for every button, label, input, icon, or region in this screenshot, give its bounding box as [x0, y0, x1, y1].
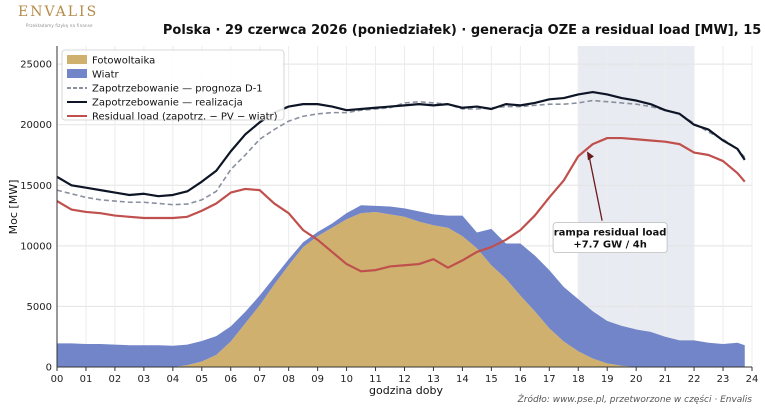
x-tick-label: 23 [717, 374, 730, 385]
x-tick-label: 11 [369, 374, 382, 385]
legend-label: Residual load (zapotrz. − PV − wiatr) [92, 112, 278, 123]
x-tick-label: 22 [688, 374, 701, 385]
legend-swatch [67, 69, 87, 78]
chart-title: Polska · 29 czerwca 2026 (poniedziałek) … [163, 23, 765, 38]
x-tick-label: 05 [195, 374, 208, 385]
x-tick-label: 20 [630, 374, 643, 385]
x-tick-label: 15 [485, 374, 498, 385]
x-tick-label: 16 [514, 374, 527, 385]
x-tick-label: 09 [311, 374, 324, 385]
x-tick-label: 24 [746, 374, 759, 385]
legend-box [61, 49, 285, 121]
x-tick-label: 08 [282, 374, 295, 385]
y-tick-label: 5000 [27, 302, 52, 313]
x-tick-label: 03 [138, 374, 151, 385]
x-tick-label: 06 [224, 374, 237, 385]
annotation-text-line1: rampa residual load [554, 228, 667, 239]
y-tick-label: 10000 [20, 241, 52, 252]
x-axis-label: godzina doby [369, 384, 443, 397]
x-tick-label: 02 [109, 374, 122, 385]
y-axis-label: Moc [MW] [7, 180, 20, 235]
x-tick-label: 00 [51, 374, 64, 385]
legend-swatch [67, 55, 87, 64]
source-note: Źródło: www.pse.pl, przetworzone w częśc… [517, 393, 753, 405]
annotation-box [552, 222, 668, 254]
legend-label: Fotowoltaika [92, 56, 155, 67]
annotation-arrow [588, 155, 603, 221]
x-tick-label: 10 [340, 374, 353, 385]
x-tick-label: 07 [253, 374, 266, 385]
annotation-arrowhead [586, 151, 594, 161]
y-tick-label: 25000 [20, 60, 52, 71]
series-area-wiatr [57, 205, 745, 367]
y-tick-label: 20000 [20, 120, 52, 131]
x-tick-label: 14 [456, 374, 469, 385]
x-tick-label: 01 [80, 374, 93, 385]
legend-label: Zapotrzebowanie — prognoza D-1 [92, 84, 263, 95]
legend-label: Wiatr [92, 70, 119, 81]
series-line-prognoza [56, 99, 746, 206]
series-line-residual [56, 136, 746, 273]
x-tick-label: 21 [659, 374, 672, 385]
x-tick-label: 12 [398, 374, 411, 385]
x-tick-label: 17 [543, 374, 556, 385]
legend-label: Zapotrzebowanie — realizacja [92, 98, 243, 109]
brand-logo: ENVALIS [18, 4, 99, 20]
brand-tagline: Przekładamy fizykę na finanse [26, 23, 93, 28]
x-tick-label: 19 [601, 374, 614, 385]
y-tick-label: 0 [46, 363, 52, 374]
x-tick-label: 18 [572, 374, 585, 385]
x-tick-label: 13 [427, 374, 440, 385]
x-tick-label: 04 [166, 374, 179, 385]
annotation-text-line2: +7.7 GW / 4h [573, 240, 647, 251]
y-tick-label: 15000 [20, 181, 52, 192]
series-area-fotowoltaika [57, 211, 745, 367]
plot-area: 0 5000 10000 15000 20000 25000 00 01 02 03 04 05 06 0… [20, 46, 758, 385]
series-line-realizacja [56, 90, 746, 198]
